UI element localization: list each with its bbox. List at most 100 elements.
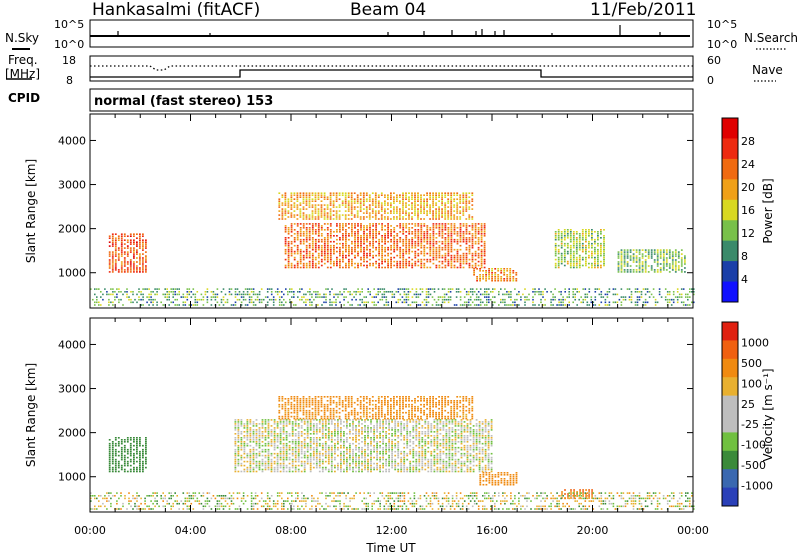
echo-cell: [384, 225, 386, 227]
echo-cell: [291, 301, 293, 304]
echo-cell: [270, 288, 273, 290]
echo-cell: [139, 245, 141, 247]
echo-cell: [311, 296, 313, 298]
echo-cell: [111, 241, 114, 243]
echo-cell: [488, 272, 490, 274]
echo-region: [278, 192, 474, 220]
echo-cell: [340, 429, 342, 431]
echo-cell: [340, 431, 342, 433]
echo-cell: [399, 254, 402, 257]
echo-cell: [469, 296, 472, 298]
echo-cell: [393, 264, 396, 267]
echo-cell: [420, 242, 423, 245]
echo-cell: [340, 456, 342, 459]
echo-cell: [617, 265, 620, 267]
echo-cell: [142, 261, 144, 263]
echo-cell: [355, 427, 357, 429]
echo-cell: [326, 206, 329, 208]
echo-cell: [423, 206, 425, 208]
echo-cell: [276, 462, 279, 465]
echo-cell: [600, 248, 602, 251]
echo-cell: [376, 448, 378, 451]
echo-cell: [222, 288, 225, 290]
echo-cell: [281, 202, 284, 204]
echo-cell: [594, 246, 596, 249]
echo-cell: [261, 421, 264, 423]
echo-cell: [554, 235, 557, 237]
echo-cell: [206, 301, 209, 304]
echo-cell: [524, 304, 526, 306]
echo-cell: [357, 225, 359, 227]
echo-cell: [326, 227, 329, 229]
echo-cell: [123, 259, 126, 261]
echo-cell: [373, 466, 375, 469]
echo-cell: [279, 429, 282, 431]
echo-cell: [346, 439, 348, 441]
echo-cell: [156, 301, 158, 304]
echo-cell: [279, 446, 282, 449]
echo-cell: [682, 301, 685, 304]
echo-cell: [402, 192, 404, 194]
echo-cell: [363, 231, 365, 233]
echo-cell: [300, 427, 303, 429]
echo-cell: [603, 237, 605, 239]
echo-cell: [556, 304, 558, 306]
echo-cell: [588, 246, 590, 249]
echo-cell: [320, 196, 323, 198]
echo-cell: [447, 212, 450, 214]
echo-cell: [348, 258, 350, 261]
echo-cell: [349, 458, 351, 461]
echo-cell: [182, 296, 185, 298]
echo-cell: [309, 460, 312, 463]
echo-cell: [689, 291, 691, 293]
echo-cell: [396, 254, 399, 257]
echo-cell: [240, 442, 243, 445]
echo-cell: [438, 216, 440, 218]
echo-cell: [317, 240, 320, 243]
echo-cell: [186, 298, 189, 301]
echo-cell: [111, 458, 114, 461]
echo-cell: [447, 264, 450, 267]
echo-cell: [352, 429, 354, 431]
echo-cell: [664, 296, 667, 298]
echo-cell: [365, 194, 368, 196]
echo-cell: [145, 448, 147, 451]
echo-cell: [486, 301, 488, 304]
echo-cell: [396, 248, 399, 251]
echo-cell: [246, 470, 249, 473]
echo-cell: [293, 206, 296, 208]
echo-cell: [459, 210, 462, 212]
echo-cell: [285, 454, 288, 457]
echo-cell: [560, 262, 563, 265]
echo-cell: [438, 208, 440, 210]
echo-cell: [128, 298, 130, 301]
echo-cell: [391, 291, 394, 293]
echo-cell: [590, 298, 593, 301]
echo-cell: [477, 254, 480, 257]
echo-cell: [273, 456, 276, 459]
echo-cell: [347, 301, 349, 304]
echo-cell: [313, 291, 315, 293]
echo-cell: [653, 269, 656, 271]
echo-cell: [638, 267, 641, 269]
echo-cell: [405, 204, 407, 206]
echo-cell: [291, 466, 294, 469]
echo-cell: [133, 441, 135, 443]
echo-cell: [194, 301, 197, 304]
echo-cell: [399, 214, 401, 216]
echo-cell: [450, 229, 453, 231]
echo-cell: [255, 431, 258, 433]
echo-cell: [111, 237, 114, 239]
echo-cell: [294, 442, 297, 445]
echo-cell: [249, 470, 252, 473]
echo-cell: [314, 264, 317, 267]
echo-cell: [340, 454, 342, 457]
echo-cell: [491, 278, 493, 280]
echo-cell: [318, 431, 321, 433]
echo-cell: [359, 291, 361, 293]
echo-cell: [693, 291, 695, 293]
echo-cell: [636, 288, 639, 290]
echo-cell: [290, 223, 293, 225]
echo-cell: [660, 296, 663, 298]
echo-cell: [302, 194, 305, 196]
